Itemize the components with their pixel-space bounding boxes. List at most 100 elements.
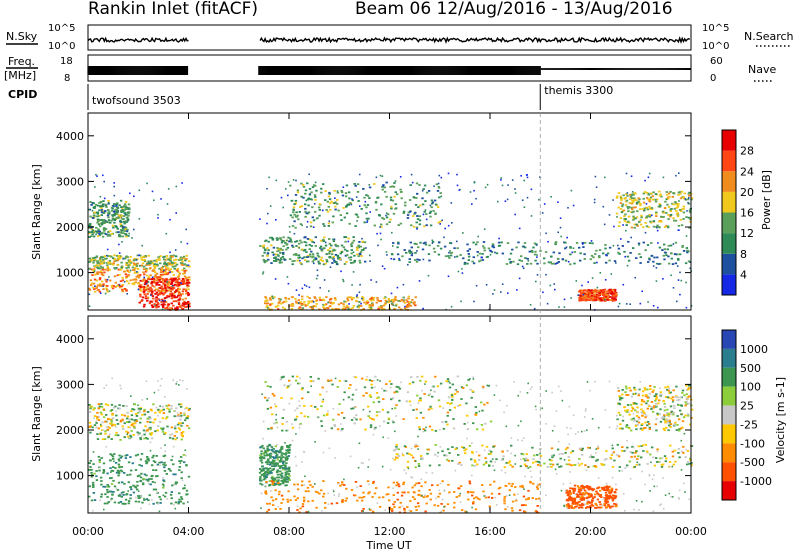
data-cell (150, 288, 153, 291)
data-cell (295, 179, 297, 182)
data-cell (352, 304, 355, 307)
data-cell (416, 250, 418, 252)
data-cell (151, 284, 154, 287)
data-cell (186, 416, 189, 418)
data-cell (89, 406, 93, 409)
data-cell (330, 200, 333, 203)
data-cell (273, 296, 276, 299)
data-cell (622, 224, 624, 226)
data-cell (281, 467, 285, 469)
data-cell (610, 273, 613, 275)
data-cell (416, 376, 419, 378)
data-cell (590, 291, 594, 294)
data-cell (128, 260, 131, 263)
data-cell (183, 282, 187, 285)
data-cell (331, 221, 334, 224)
data-cell (158, 496, 161, 498)
data-cell (101, 205, 105, 208)
data-cell (660, 220, 663, 223)
data-cell (655, 262, 658, 265)
data-cell (163, 258, 166, 261)
data-cell (267, 397, 271, 399)
data-cell (478, 260, 481, 263)
data-cell (143, 473, 146, 476)
data-cell (539, 250, 542, 252)
data-cell (473, 464, 476, 467)
data-cell (156, 288, 159, 291)
data-cell (292, 206, 296, 209)
data-cell (173, 283, 177, 286)
data-cell (490, 492, 494, 495)
data-cell (690, 197, 694, 199)
data-cell (181, 304, 184, 307)
data-cell (112, 262, 115, 265)
data-cell (146, 284, 149, 287)
data-cell (623, 215, 626, 217)
data-cell (518, 227, 521, 230)
data-cell (344, 499, 347, 502)
data-cell (393, 449, 396, 452)
data-cell (188, 265, 191, 268)
data-cell (126, 431, 130, 434)
data-cell (93, 205, 97, 208)
data-cell (127, 207, 130, 210)
data-cell (277, 493, 281, 496)
data-cell (340, 219, 343, 221)
data-cell (327, 252, 331, 255)
data-cell (438, 405, 442, 408)
data-cell (326, 413, 329, 415)
data-cell (415, 197, 418, 199)
data-cell (570, 189, 573, 192)
data-cell (259, 454, 262, 457)
data-cell (334, 208, 337, 211)
data-cell (125, 255, 128, 258)
data-cell (681, 208, 684, 210)
data-cell (583, 297, 586, 300)
data-cell (557, 231, 559, 234)
data-cell (520, 260, 523, 262)
data-cell (295, 254, 298, 257)
data-cell (164, 265, 167, 267)
data-cell (367, 217, 370, 220)
data-cell (271, 302, 274, 305)
data-cell (258, 471, 262, 474)
data-cell (323, 304, 327, 306)
data-cell (462, 387, 465, 389)
data-cell (173, 291, 177, 294)
data-cell (180, 432, 183, 434)
data-cell (341, 483, 344, 486)
data-cell (151, 300, 154, 303)
data-cell (95, 211, 98, 214)
cpid-label: CPID (8, 88, 37, 101)
data-cell (644, 179, 646, 182)
data-cell (96, 221, 99, 224)
data-cell (369, 299, 373, 302)
data-cell (142, 268, 146, 270)
data-cell (293, 220, 296, 223)
data-cell (366, 221, 368, 223)
data-cell (287, 490, 290, 493)
data-cell (103, 232, 107, 235)
data-cell (410, 251, 413, 253)
data-cell (402, 483, 405, 486)
data-cell (147, 459, 150, 462)
data-cell (102, 472, 105, 474)
data-cell (150, 260, 153, 263)
data-cell (146, 296, 150, 299)
data-cell (118, 233, 121, 236)
data-cell (676, 253, 679, 256)
data-cell (321, 400, 324, 403)
data-cell (180, 498, 184, 500)
data-cell (109, 467, 112, 469)
data-cell (287, 468, 290, 471)
data-cell (111, 224, 115, 227)
data-cell (471, 260, 474, 263)
data-cell (120, 466, 123, 468)
data-cell (461, 268, 463, 270)
data-cell (309, 198, 312, 200)
data-cell (161, 292, 164, 295)
data-cell (310, 245, 313, 247)
data-cell (535, 510, 538, 513)
data-cell (466, 262, 469, 265)
data-cell (445, 380, 448, 383)
